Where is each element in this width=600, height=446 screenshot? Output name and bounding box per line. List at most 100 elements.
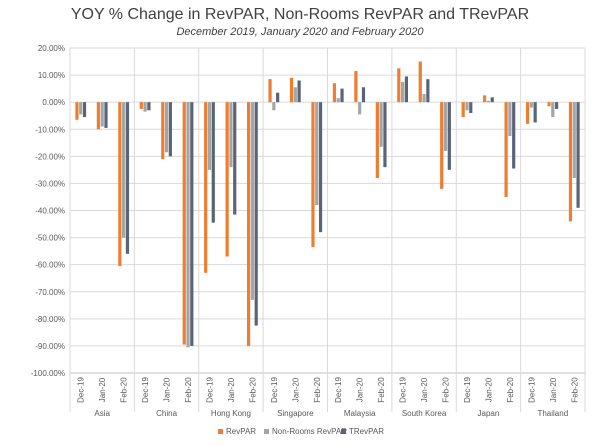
group-label: Malaysia (344, 409, 376, 418)
bar-trevpar (404, 76, 409, 103)
bar-revpar (568, 102, 573, 222)
legend-swatch (341, 429, 346, 434)
bar-non-rooms-revpar (143, 102, 147, 112)
y-tick-label: -80.00% (35, 315, 65, 324)
bar-revpar (161, 102, 165, 160)
bar-non-rooms-revpar (207, 102, 212, 170)
bar-revpar (397, 68, 401, 103)
bar-revpar (418, 61, 422, 103)
period-label: Feb-20 (377, 377, 386, 403)
bar-trevpar (297, 80, 301, 103)
bar-trevpar (512, 102, 516, 169)
bar-revpar (182, 102, 186, 345)
bar-trevpar (125, 102, 130, 254)
y-tick-label: -40.00% (35, 207, 65, 216)
bar-trevpar (447, 102, 451, 170)
legend-label: Non-Rooms RevPAR (272, 427, 347, 436)
period-label: Dec-19 (463, 377, 472, 403)
bar-trevpar (168, 102, 172, 157)
period-label: Feb-20 (184, 377, 193, 403)
bar-non-rooms-revpar (379, 102, 383, 147)
period-label: Jan-20 (98, 377, 107, 402)
legend-swatch (264, 429, 269, 434)
bar-non-rooms-revpar (486, 100, 491, 103)
bar-non-rooms-revpar (443, 102, 448, 151)
bar-non-rooms-revpar (186, 102, 190, 348)
group-label: Hong Kong (211, 409, 251, 418)
bar-revpar (504, 102, 508, 197)
bar-revpar (96, 102, 100, 130)
legend-label: TRevPAR (349, 427, 384, 436)
bar-non-rooms-revpar (336, 98, 340, 103)
period-label: Jan-20 (549, 377, 558, 402)
bar-trevpar (104, 102, 108, 128)
bar-revpar (375, 102, 379, 178)
y-tick-label: -100.00% (31, 369, 65, 378)
bar-trevpar (490, 97, 494, 103)
bar-trevpar (211, 102, 215, 223)
bar-trevpar (340, 88, 344, 103)
bar-revpar (118, 102, 122, 267)
bar-trevpar (361, 87, 366, 103)
bar-revpar (139, 102, 143, 109)
bar-trevpar (426, 79, 430, 103)
period-label: Jan-20 (163, 377, 172, 402)
period-label: Feb-20 (120, 377, 129, 403)
bar-trevpar (254, 102, 258, 326)
period-label: Jan-20 (484, 377, 493, 402)
bar-trevpar (190, 102, 194, 346)
period-label: Dec-19 (527, 377, 536, 403)
y-tick-label: 20.00% (38, 44, 65, 53)
bar-non-rooms-revpar (529, 102, 533, 108)
bar-revpar (525, 102, 530, 124)
chart-title: YOY % Change in RevPAR, Non-Rooms RevPAR… (70, 6, 530, 23)
group-label: Japan (478, 409, 500, 418)
bar-trevpar (147, 102, 151, 111)
bar-revpar (289, 77, 294, 103)
bar-revpar (354, 71, 358, 103)
period-label: Feb-20 (570, 377, 579, 403)
y-tick-label: -20.00% (35, 152, 65, 161)
bar-non-rooms-revpar (465, 102, 469, 111)
y-tick-label: -90.00% (35, 342, 65, 351)
period-label: Dec-19 (77, 377, 86, 403)
legend-swatch (218, 429, 223, 434)
y-tick-label: -30.00% (35, 179, 65, 188)
bar-revpar (440, 102, 444, 189)
period-label: Dec-19 (270, 377, 279, 403)
bar-non-rooms-revpar (508, 102, 512, 137)
bar-non-rooms-revpar (315, 102, 319, 206)
period-label: Dec-19 (399, 377, 408, 403)
bar-trevpar (555, 102, 559, 109)
bar-trevpar (469, 102, 473, 113)
bar-revpar (75, 102, 79, 120)
period-label: Dec-19 (334, 377, 343, 403)
bar-revpar (332, 83, 337, 103)
period-label: Dec-19 (141, 377, 150, 403)
period-label: Jan-20 (420, 377, 429, 402)
bar-trevpar (82, 102, 87, 118)
bar-non-rooms-revpar (422, 94, 426, 103)
y-tick-label: -50.00% (35, 234, 65, 243)
bar-revpar (225, 102, 229, 257)
y-tick-label: -10.00% (35, 125, 65, 134)
group-label: Singapore (277, 409, 314, 418)
period-label: Feb-20 (442, 377, 451, 403)
period-label: Dec-19 (205, 377, 214, 403)
period-label: Feb-20 (248, 377, 257, 403)
bar-trevpar (383, 102, 387, 168)
bar-revpar (204, 102, 208, 273)
bar-non-rooms-revpar (272, 102, 276, 111)
bar-trevpar (576, 102, 580, 208)
bar-revpar (311, 102, 315, 248)
group-label: South Korea (402, 409, 447, 418)
period-label: Feb-20 (506, 377, 515, 403)
y-tick-label: -60.00% (35, 261, 65, 270)
bar-non-rooms-revpar (79, 102, 83, 115)
bar-revpar (246, 102, 251, 346)
bar-trevpar (233, 102, 237, 215)
bar-non-rooms-revpar (100, 102, 104, 127)
bar-non-rooms-revpar (164, 102, 169, 153)
